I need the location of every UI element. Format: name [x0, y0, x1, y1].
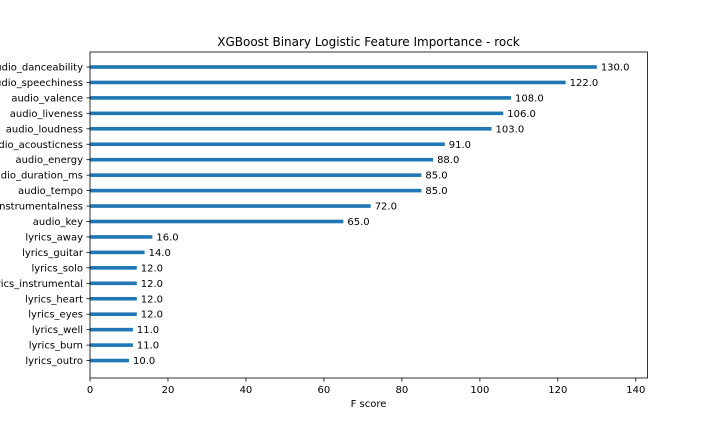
y-tick-label-lyrics_burn: lyrics_burn — [29, 341, 83, 352]
data-label-lyrics_burn: 11.0 — [137, 341, 159, 352]
bar-audio_danceability — [90, 65, 597, 69]
data-label-lyrics_solo: 12.0 — [141, 263, 163, 274]
y-tick-label-audio_duration_ms: audio_duration_ms — [0, 171, 83, 182]
x-tick-label-80: 80 — [396, 385, 409, 396]
x-axis-ticks: 0 20 40 60 80 100 120 140 — [87, 378, 645, 396]
bar-audio_instrumentalness — [90, 204, 371, 208]
y-tick-label-audio_acousticness: audio_acousticness — [0, 140, 83, 151]
bar-audio_valence — [90, 96, 512, 100]
y-tick-label-lyrics_heart: lyrics_heart — [25, 294, 83, 305]
data-label-lyrics_heart: 12.0 — [141, 294, 163, 305]
x-tick-label-60: 60 — [318, 385, 331, 396]
y-tick-label-audio_energy: audio_energy — [15, 155, 83, 166]
data-label-lyrics_outro: 10.0 — [133, 356, 155, 367]
bar-audio_tempo — [90, 188, 422, 193]
data-label-lyrics_guitar: 14.0 — [149, 248, 171, 259]
bar-lyrics_heart — [90, 296, 137, 301]
y-axis-ticks: audio_danceability audio_speechinessaudio… — [0, 63, 90, 367]
data-label-lyrics_eyes: 12.0 — [141, 310, 163, 321]
data-label-audio_liveness: 106.0 — [507, 109, 536, 120]
data-label-lyrics_away: 16.0 — [156, 232, 178, 243]
y-tick-label-lyrics_outro: lyrics_outro — [25, 356, 83, 367]
bar-audio_loudness — [90, 127, 492, 131]
y-tick-label-audio_loudness: audio_loudness — [6, 124, 83, 135]
data-label-audio_loudness: 103.0 — [496, 124, 525, 135]
y-tick-label-lyrics_solo: lyrics_solo — [31, 263, 83, 274]
y-tick-label-lyrics_well: lyrics_well — [32, 325, 83, 336]
y-tick-label-lyrics_away: lyrics_away — [25, 232, 83, 243]
y-tick-label-audio_key: audio_key — [33, 217, 83, 228]
bars-layer — [90, 65, 597, 363]
bar-lyrics_solo — [90, 266, 137, 270]
y-tick-label-lyrics_guitar: lyrics_guitar — [22, 248, 84, 259]
data-label-lyrics_instrumental: 12.0 — [141, 279, 163, 290]
bar-audio_energy — [90, 157, 434, 162]
y-tick-label-lyrics_eyes: lyrics_eyes — [28, 310, 83, 321]
y-tick-label-audio_liveness: audio_liveness — [10, 109, 83, 120]
plot-frame — [89, 51, 648, 379]
x-tick-label-40: 40 — [240, 385, 253, 396]
bar-audio_liveness — [90, 111, 504, 116]
bar-lyrics_eyes — [90, 312, 137, 316]
x-tick-label-140: 140 — [626, 385, 645, 396]
x-axis-label: F score — [351, 399, 387, 410]
bar-lyrics_away — [90, 235, 153, 239]
data-label-lyrics_well: 11.0 — [137, 325, 159, 336]
y-tick-label-audio_instrumentalness: audio_instrumentalness — [0, 202, 83, 213]
y-tick-label-audio_valence: audio_valence — [11, 93, 83, 104]
bar-lyrics_instrumental — [90, 281, 137, 286]
bar-audio_duration_ms — [90, 173, 422, 177]
y-tick-label-audio_tempo: audio_tempo — [18, 186, 83, 197]
bar-lyrics_guitar — [90, 250, 145, 255]
data-label-audio_key: 65.0 — [347, 217, 369, 228]
data-label-audio_valence: 108.0 — [515, 93, 544, 104]
x-tick-label-0: 0 — [87, 385, 93, 396]
y-tick-label-audio_danceability: audio_danceability — [0, 63, 83, 74]
y-tick-label-audio_speechiness: audio_speechiness — [0, 78, 83, 89]
data-label-audio_speechiness: 122.0 — [570, 78, 599, 89]
bar-lyrics_well — [90, 327, 133, 332]
y-tick-label-lyrics_instrumental: lyrics_instrumental — [0, 279, 83, 290]
chart-title: XGBoost Binary Logistic Feature Importan… — [217, 35, 520, 49]
bar-audio_speechiness — [90, 80, 566, 85]
data-label-audio_instrumentalness: 72.0 — [375, 202, 397, 213]
data-label-audio_danceability: 130.0 — [601, 63, 630, 74]
x-tick-label-120: 120 — [548, 385, 567, 396]
bar-lyrics_burn — [90, 343, 133, 347]
bar-audio_acousticness — [90, 142, 445, 147]
x-tick-label-100: 100 — [470, 385, 489, 396]
bar-audio_key — [90, 219, 344, 224]
data-label-audio_duration_ms: 85.0 — [425, 171, 447, 182]
data-label-audio_acousticness: 91.0 — [449, 140, 471, 151]
data-label-audio_tempo: 85.0 — [425, 186, 447, 197]
data-label-audio_energy: 88.0 — [437, 155, 459, 166]
bar-lyrics_outro — [90, 358, 129, 363]
x-tick-label-20: 20 — [162, 385, 175, 396]
